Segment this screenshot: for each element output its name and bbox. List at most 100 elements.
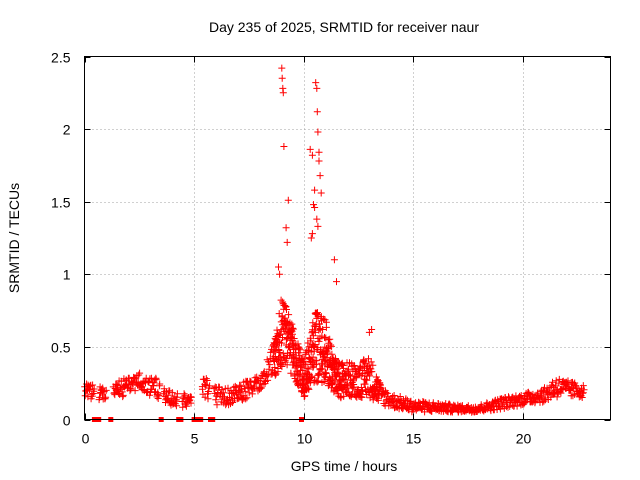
data-point xyxy=(327,342,335,350)
data-point xyxy=(368,326,376,333)
data-point xyxy=(344,365,352,373)
data-point xyxy=(201,380,209,388)
data-point xyxy=(389,393,397,401)
chart-title: Day 235 of 2025, SRMTID for receiver nau… xyxy=(209,19,479,35)
data-point xyxy=(311,186,319,194)
data-point xyxy=(445,400,453,408)
data-point xyxy=(504,403,512,411)
data-point xyxy=(579,382,587,390)
data-point xyxy=(315,370,323,378)
data-point xyxy=(275,346,283,353)
data-point xyxy=(319,361,327,369)
data-point xyxy=(349,384,357,392)
data-point xyxy=(406,398,414,406)
data-point xyxy=(151,376,159,384)
data-point xyxy=(333,365,341,373)
data-point xyxy=(303,364,311,372)
data-point xyxy=(115,390,123,397)
y-tick-label: 2 xyxy=(63,122,71,138)
data-point xyxy=(305,385,313,393)
data-point xyxy=(301,392,309,400)
data-point xyxy=(308,344,316,351)
x-tick-label: 5 xyxy=(191,431,199,447)
x-tick-label: 10 xyxy=(297,431,313,447)
data-point xyxy=(327,341,335,349)
data-point xyxy=(553,393,561,401)
data-point xyxy=(146,391,154,399)
data-point xyxy=(308,230,316,238)
data-point xyxy=(377,384,385,392)
data-point xyxy=(315,326,323,334)
data-point xyxy=(382,389,390,396)
y-tick-label: 0.5 xyxy=(51,340,71,356)
data-point xyxy=(402,395,410,403)
data-point xyxy=(181,391,189,399)
data-point xyxy=(322,369,330,377)
data-point xyxy=(282,224,290,232)
plot-border xyxy=(84,56,611,420)
data-point xyxy=(525,390,533,397)
data-point xyxy=(323,354,331,362)
data-point xyxy=(136,369,144,377)
data-point xyxy=(212,396,220,404)
data-point xyxy=(286,344,294,352)
data-point xyxy=(152,375,160,383)
data-point xyxy=(275,263,282,271)
data-point xyxy=(156,380,164,388)
data-point xyxy=(278,74,286,82)
y-tick-label: 0 xyxy=(63,413,71,429)
data-point xyxy=(306,145,314,153)
data-point xyxy=(308,372,316,380)
data-point xyxy=(358,393,366,401)
data-point xyxy=(287,369,295,377)
x-tick-label: 0 xyxy=(82,431,90,447)
data-point xyxy=(155,391,163,399)
data-point xyxy=(339,362,347,369)
data-point xyxy=(289,324,296,332)
data-point xyxy=(316,172,324,180)
data-point xyxy=(366,372,374,380)
data-point xyxy=(312,79,320,87)
data-point xyxy=(377,392,385,400)
data-point xyxy=(265,365,273,373)
data-point xyxy=(464,402,472,410)
data-point xyxy=(580,386,588,394)
data-point xyxy=(276,349,284,356)
data-point xyxy=(289,325,297,333)
y-axis-label: SRMTID / TECUs xyxy=(6,183,22,293)
data-point xyxy=(218,386,226,394)
data-point xyxy=(374,396,382,404)
data-point xyxy=(326,335,334,343)
data-point xyxy=(187,399,195,407)
data-point xyxy=(280,143,288,150)
data-point xyxy=(274,368,282,376)
data-point xyxy=(309,319,317,327)
data-point xyxy=(245,389,253,397)
data-point xyxy=(319,326,327,333)
data-point xyxy=(289,330,296,338)
data-point xyxy=(127,385,135,393)
data-point xyxy=(330,256,338,264)
data-point xyxy=(393,403,401,411)
data-point xyxy=(340,364,347,372)
data-point xyxy=(283,306,290,313)
data-point xyxy=(290,335,298,342)
x-tick-label: 20 xyxy=(516,431,532,447)
data-point xyxy=(322,318,330,326)
data-point xyxy=(204,395,212,403)
data-point xyxy=(296,346,304,354)
tick-labels: 0 5 10 15 20 0 0.5 1 1.5 2 2.5 xyxy=(51,50,531,447)
data-point xyxy=(279,89,287,97)
data-point xyxy=(257,384,265,392)
data-point xyxy=(340,392,348,400)
data-point xyxy=(242,395,250,403)
data-point xyxy=(102,386,110,394)
data-point xyxy=(313,215,321,223)
data-point xyxy=(271,371,279,379)
data-point xyxy=(310,201,317,209)
data-point xyxy=(219,389,227,397)
data-point xyxy=(350,362,358,370)
data-point xyxy=(314,309,321,317)
data-point xyxy=(313,357,321,365)
